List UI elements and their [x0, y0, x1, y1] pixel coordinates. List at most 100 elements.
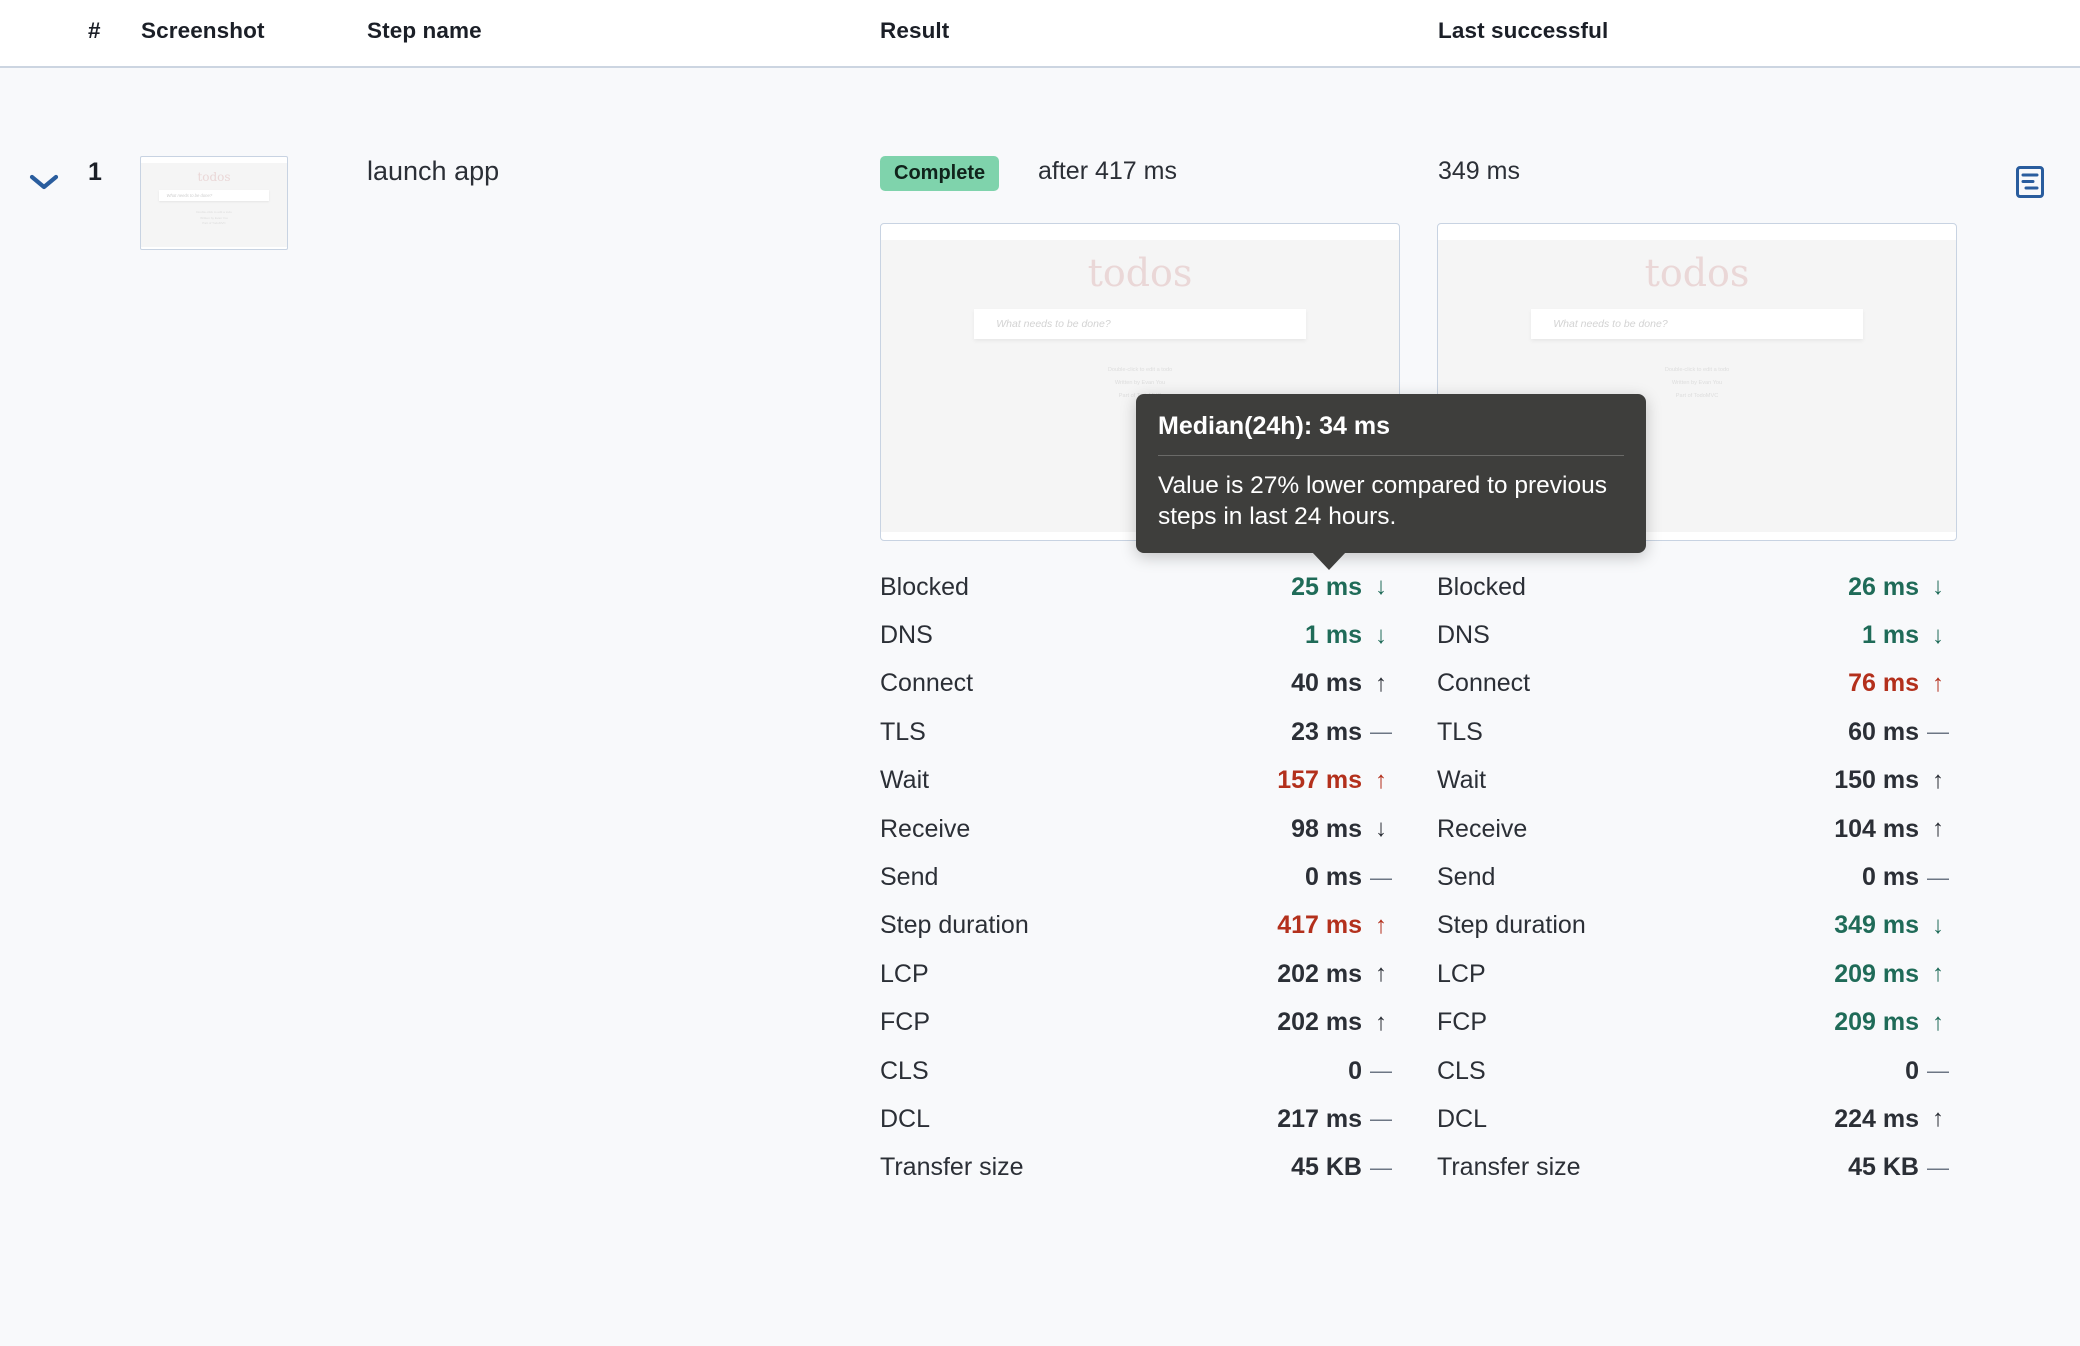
metric-value: 0 ms: [1305, 863, 1362, 892]
column-header-last-successful: Last successful: [1438, 18, 1609, 43]
metric-row: LCP 209 ms ↑: [1437, 950, 1957, 998]
metric-label: Receive: [1437, 814, 1528, 843]
thumbnail-footer-line-2: Written by Evan You: [200, 215, 228, 220]
row-index: 1: [88, 158, 102, 186]
metric-value: 76 ms: [1848, 669, 1919, 698]
preview-footer-line-1: Double-click to edit a todo: [1664, 367, 1730, 373]
thumbnail-app-footer: Double-click to edit a todo Written by E…: [141, 210, 287, 227]
metric-value: 25 ms: [1291, 572, 1362, 601]
metric-trend-up-icon: ↑: [1932, 669, 1944, 697]
metric-row: Transfer size 45 KB —: [880, 1144, 1400, 1192]
metric-value: 45 KB: [1848, 1153, 1919, 1182]
metric-trend-flat-icon: —: [1927, 864, 1949, 890]
metric-row: Step duration 417 ms ↑: [880, 902, 1400, 950]
metric-value: 150 ms: [1834, 766, 1919, 795]
thumbnail-footer-line-3: Part of TodoMVC: [202, 221, 226, 226]
metric-value: 104 ms: [1834, 814, 1919, 843]
metric-value: 60 ms: [1848, 717, 1919, 746]
metric-trend-flat-icon: —: [1927, 719, 1949, 745]
last-successful-metrics-list: Blocked 26 ms ↓ DNS 1 ms ↓ Connect 76 ms ↑ TLS 60 …: [1437, 563, 1957, 1192]
metric-row: Step duration 349 ms ↓: [1437, 902, 1957, 950]
chevron-down-icon[interactable]: [22, 160, 66, 204]
metric-label: Wait: [880, 766, 930, 795]
tooltip-title: Median(24h): 34 ms: [1158, 412, 1624, 456]
metric-label: Send: [880, 863, 939, 892]
preview-app-input: What needs to be done?: [974, 309, 1306, 339]
metric-trend-down-icon: ↓: [1375, 573, 1387, 601]
result-metrics-list: Blocked 25 ms ↓ DNS 1 ms ↓ Connect 40 ms ↑ TLS 23 …: [880, 563, 1400, 1192]
metric-value: 0 ms: [1862, 863, 1919, 892]
metric-label: DNS: [1437, 621, 1490, 650]
metric-row: TLS 23 ms —: [880, 708, 1400, 756]
metric-value: 26 ms: [1848, 572, 1919, 601]
preview-app-input: What needs to be done?: [1531, 309, 1863, 339]
preview-footer-line-2: Written by Evan You: [1114, 379, 1166, 386]
metric-row: Wait 150 ms ↑: [1437, 757, 1957, 805]
metric-label: DCL: [1437, 1104, 1488, 1133]
metric-row: DCL 217 ms —: [880, 1095, 1400, 1143]
metric-row: LCP 202 ms ↑: [880, 950, 1400, 998]
metric-value: 209 ms: [1834, 959, 1919, 988]
preview-app-title: todos: [1644, 251, 1750, 295]
metric-value: 349 ms: [1834, 911, 1919, 940]
metric-value: 1 ms: [1305, 621, 1362, 650]
metric-trend-flat-icon: —: [1927, 1154, 1949, 1180]
metric-trend-up-icon: ↑: [1375, 960, 1387, 988]
thumbnail-app-canvas: todos What needs to be done? Double-clic…: [141, 163, 287, 247]
metric-label: Blocked: [1437, 572, 1526, 601]
metric-row: Blocked 25 ms ↓: [880, 563, 1400, 611]
metric-row: CLS 0 —: [880, 1047, 1400, 1095]
metric-trend-up-icon: ↑: [1375, 1008, 1387, 1036]
metric-trend-flat-icon: —: [1370, 1106, 1392, 1132]
preview-app-title: todos: [1087, 251, 1193, 295]
metric-label: DCL: [880, 1104, 931, 1133]
metric-row: Connect 40 ms ↑: [880, 660, 1400, 708]
thumbnail-app-input: What needs to be done?: [158, 190, 270, 201]
metric-label: FCP: [1437, 1008, 1487, 1037]
metric-label: LCP: [880, 959, 929, 988]
metric-label: Transfer size: [880, 1153, 1024, 1182]
metric-trend-down-icon: ↓: [1375, 621, 1387, 649]
metric-trend-flat-icon: —: [1927, 1058, 1949, 1084]
metric-value: 157 ms: [1277, 766, 1362, 795]
metric-value: 209 ms: [1834, 1008, 1919, 1037]
thumbnail-app-title: todos: [197, 170, 231, 184]
metric-label: Connect: [880, 669, 974, 698]
tooltip-arrow: [1312, 551, 1346, 570]
metric-label: Send: [1437, 863, 1496, 892]
metric-trend-down-icon: ↓: [1932, 573, 1944, 601]
metric-label: DNS: [880, 621, 933, 650]
metric-row: Connect 76 ms ↑: [1437, 660, 1957, 708]
status-badge: Complete: [880, 156, 1000, 191]
metric-trend-up-icon: ↑: [1375, 669, 1387, 697]
metric-row: Send 0 ms —: [1437, 853, 1957, 901]
metric-label: Step duration: [1437, 911, 1586, 940]
metric-value: 417 ms: [1277, 911, 1362, 940]
metric-trend-down-icon: ↓: [1932, 911, 1944, 939]
metric-trend-down-icon: ↓: [1375, 815, 1387, 843]
metric-label: Wait: [1437, 766, 1487, 795]
metric-trend-flat-icon: —: [1370, 1058, 1392, 1084]
metric-row: Wait 157 ms ↑: [880, 757, 1400, 805]
table-header: # Screenshot Step name Result Last succe…: [0, 0, 2080, 68]
metric-value: 98 ms: [1291, 814, 1362, 843]
metric-label: Receive: [880, 814, 971, 843]
metric-row: Transfer size 45 KB —: [1437, 1144, 1957, 1192]
step-name: launch app: [367, 156, 500, 186]
metric-value: 0: [1905, 1056, 1919, 1085]
metric-label: TLS: [1437, 717, 1483, 746]
log-document-icon[interactable]: [2012, 164, 2048, 200]
preview-app-footer: Double-click to edit a todo Written by E…: [1438, 364, 1956, 403]
metric-value: 1 ms: [1862, 621, 1919, 650]
preview-footer-line-2: Written by Evan You: [1671, 379, 1723, 386]
tooltip-body: Value is 27% lower compared to previous …: [1158, 471, 1607, 531]
metric-trend-flat-icon: —: [1370, 864, 1392, 890]
thumbnail-footer-line-1: Double-click to edit a todo: [196, 210, 232, 214]
screenshot-thumbnail[interactable]: todos What needs to be done? Double-clic…: [140, 156, 288, 250]
metric-trend-up-icon: ↑: [1932, 1105, 1944, 1133]
metric-label: FCP: [880, 1008, 930, 1037]
metric-label: Transfer size: [1437, 1153, 1581, 1182]
metric-label: CLS: [1437, 1056, 1486, 1085]
column-header-screenshot: Screenshot: [141, 18, 265, 43]
metric-value: 224 ms: [1834, 1104, 1919, 1133]
